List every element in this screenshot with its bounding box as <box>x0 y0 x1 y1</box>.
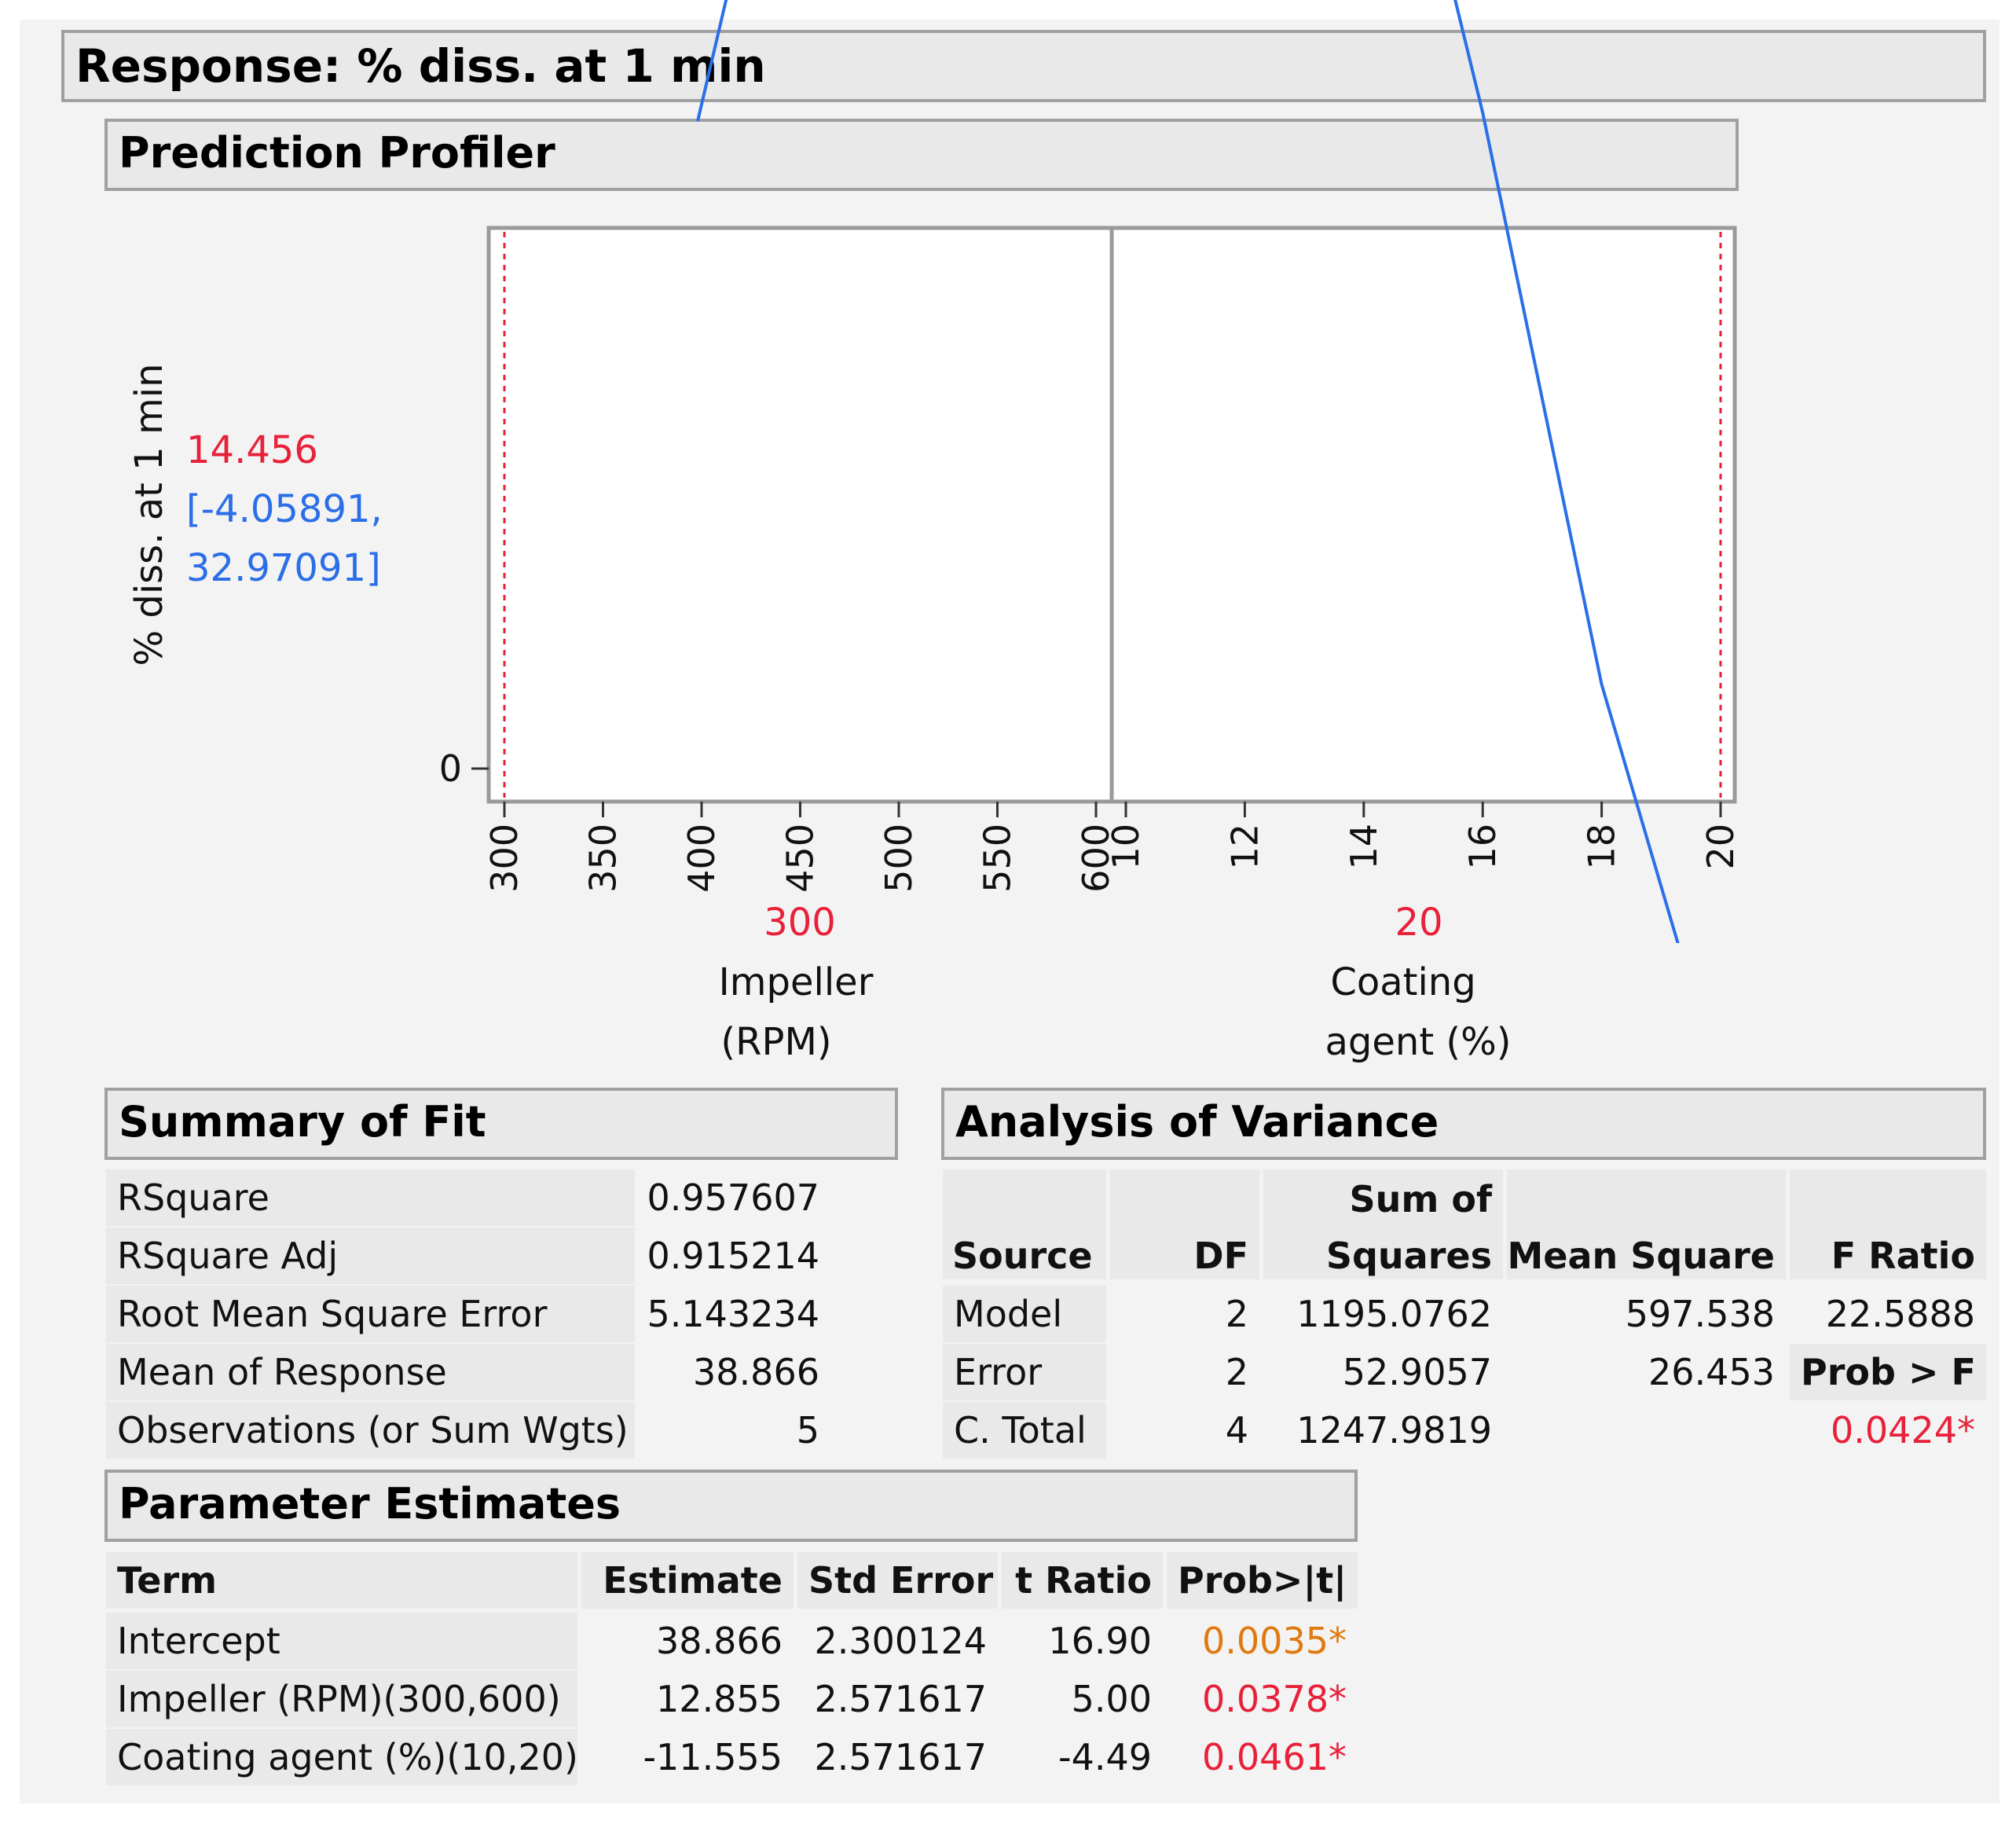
pe-row-term: Intercept <box>106 1613 577 1669</box>
pe-row-term: Impeller (RPM)(300,600) <box>106 1671 577 1727</box>
sof-row-label: Root Mean Square Error <box>106 1286 635 1342</box>
anova-prob-f-value: 0.0424* <box>1831 1409 1975 1451</box>
anova-header-bg <box>1507 1169 1786 1279</box>
anova-row-ss: 52.9057 <box>1342 1351 1492 1393</box>
factor1-current-value[interactable]: 300 <box>764 901 836 945</box>
confidence-interval-lower: [-4.05891, <box>186 487 383 531</box>
factor1-label-line2: (RPM) <box>720 1020 832 1064</box>
pe-row-estimate: 38.866 <box>656 1620 783 1662</box>
response-header[interactable]: Response: % diss. at 1 min <box>61 30 1986 102</box>
x-tick-label: 350 <box>582 824 625 893</box>
anova-row-source: C. Total <box>943 1402 1106 1459</box>
sof-row-value: 5 <box>796 1409 819 1451</box>
factor2-label-line2: agent (%) <box>1325 1020 1512 1064</box>
anova-col-df: DF <box>1193 1235 1248 1277</box>
pe-row-t-ratio: 16.90 <box>1048 1620 1152 1662</box>
anova-row-df: 2 <box>1225 1293 1248 1335</box>
anova-header[interactable]: Analysis of Variance <box>941 1088 1986 1160</box>
x-tick-label: 12 <box>1223 824 1266 870</box>
anova-header-bg <box>943 1169 1106 1279</box>
parameter-estimates-header[interactable]: Parameter Estimates <box>104 1470 1358 1542</box>
pe-col-prob: Prob>|t| <box>1167 1552 1358 1609</box>
x-tick-label: 10 <box>1105 824 1147 870</box>
anova-col-ms: Mean Square <box>1507 1235 1775 1277</box>
prediction-profiler-header[interactable]: Prediction Profiler <box>104 119 1739 191</box>
x-tick-label: 600 <box>1075 824 1117 893</box>
x-tick-label: 500 <box>878 824 920 893</box>
x-tick-label: 14 <box>1343 824 1385 870</box>
pe-row-estimate: -11.555 <box>643 1736 783 1778</box>
predicted-value: 14.456 <box>186 428 318 472</box>
anova-row-f: 22.5888 <box>1825 1293 1975 1335</box>
anova-row-df: 4 <box>1225 1409 1248 1451</box>
factor1-label-line1: Impeller <box>718 960 874 1004</box>
factor2-label-line1: Coating <box>1330 960 1476 1004</box>
sof-row-label: Observations (or Sum Wgts) <box>106 1402 635 1459</box>
x-tick-label: 550 <box>977 824 1019 893</box>
anova-prob-f-label: Prob > F <box>1790 1344 1986 1400</box>
anova-row-ss: 1247.9819 <box>1296 1409 1492 1451</box>
factor2-current-value[interactable]: 20 <box>1395 901 1443 945</box>
x-tick-label: 300 <box>483 824 526 893</box>
sof-row-label: RSquare <box>106 1169 635 1226</box>
anova-row-ms: 597.538 <box>1625 1293 1775 1335</box>
sof-row-value: 0.957607 <box>647 1176 820 1219</box>
profiler-chart[interactable]: 6050403020100300350400450500550600101214… <box>0 0 2016 943</box>
sof-row-value: 38.866 <box>693 1351 819 1393</box>
x-tick-label: 18 <box>1581 824 1623 870</box>
pe-row-t-ratio: -4.49 <box>1057 1736 1152 1778</box>
anova-row-source: Model <box>943 1286 1106 1342</box>
x-tick-label: 450 <box>779 824 822 893</box>
anova-row-df: 2 <box>1225 1351 1248 1393</box>
pe-row-prob: 0.0461* <box>1202 1736 1347 1778</box>
anova-col-source: Source <box>952 1235 1093 1277</box>
anova-row-ms: 26.453 <box>1648 1351 1775 1393</box>
pe-row-estimate: 12.855 <box>656 1678 783 1720</box>
pe-col-estimate: Estimate <box>581 1552 794 1609</box>
confidence-band-line <box>1453 0 1680 943</box>
sof-row-value: 5.143234 <box>647 1293 820 1335</box>
sof-row-label: Mean of Response <box>106 1344 635 1400</box>
anova-row-ss: 1195.0762 <box>1296 1293 1492 1335</box>
sof-row-value: 0.915214 <box>647 1235 820 1277</box>
anova-col-f: F Ratio <box>1831 1235 1975 1277</box>
pe-row-prob: 0.0378* <box>1202 1678 1347 1720</box>
x-tick-label: 20 <box>1699 824 1742 870</box>
pe-row-t-ratio: 5.00 <box>1071 1678 1152 1720</box>
pe-row-std-error: 2.571617 <box>814 1678 988 1720</box>
pe-col-std-error: Std Error <box>797 1552 998 1609</box>
anova-row-source: Error <box>943 1344 1106 1400</box>
x-tick-label: 16 <box>1461 824 1504 870</box>
pe-row-std-error: 2.571617 <box>814 1736 988 1778</box>
pe-row-term: Coating agent (%)(10,20) <box>106 1729 578 1785</box>
anova-header-bg <box>1263 1169 1503 1279</box>
anova-header-bg <box>1110 1169 1259 1279</box>
sof-row-label: RSquare Adj <box>106 1228 635 1284</box>
confidence-interval-upper: 32.97091] <box>186 546 381 590</box>
pe-row-std-error: 2.300124 <box>814 1620 988 1662</box>
anova-col-ss-line2: Squares <box>1325 1235 1492 1277</box>
confidence-band-line <box>696 0 728 122</box>
anova-header-bg <box>1790 1169 1986 1279</box>
pe-col-t-ratio: t Ratio <box>1002 1552 1163 1609</box>
summary-of-fit-header[interactable]: Summary of Fit <box>104 1088 898 1160</box>
pe-col-term: Term <box>106 1552 577 1609</box>
pe-row-prob: 0.0035* <box>1202 1620 1347 1662</box>
anova-col-ss-line1: Sum of <box>1349 1178 1492 1220</box>
x-tick-label: 400 <box>680 824 723 893</box>
y-tick-label: 0 <box>439 747 462 790</box>
